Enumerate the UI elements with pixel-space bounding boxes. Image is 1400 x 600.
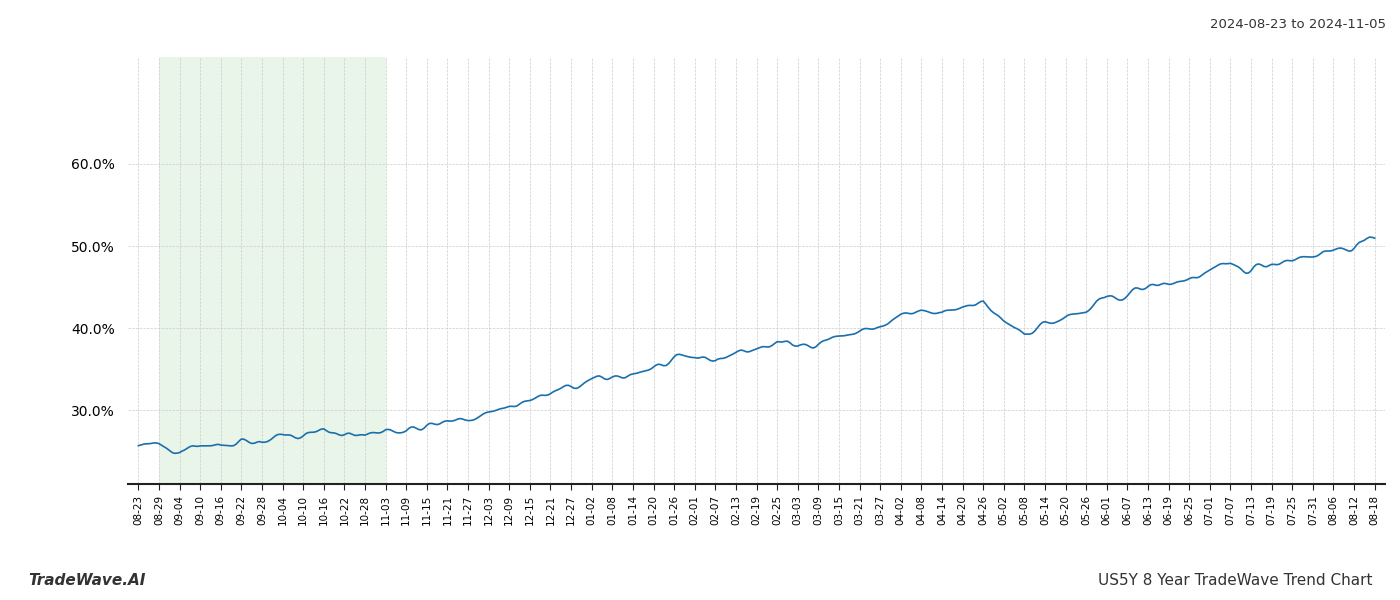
Text: 2024-08-23 to 2024-11-05: 2024-08-23 to 2024-11-05 — [1210, 18, 1386, 31]
Text: TradeWave.AI: TradeWave.AI — [28, 573, 146, 588]
Text: US5Y 8 Year TradeWave Trend Chart: US5Y 8 Year TradeWave Trend Chart — [1098, 573, 1372, 588]
Bar — [160, 57, 385, 484]
